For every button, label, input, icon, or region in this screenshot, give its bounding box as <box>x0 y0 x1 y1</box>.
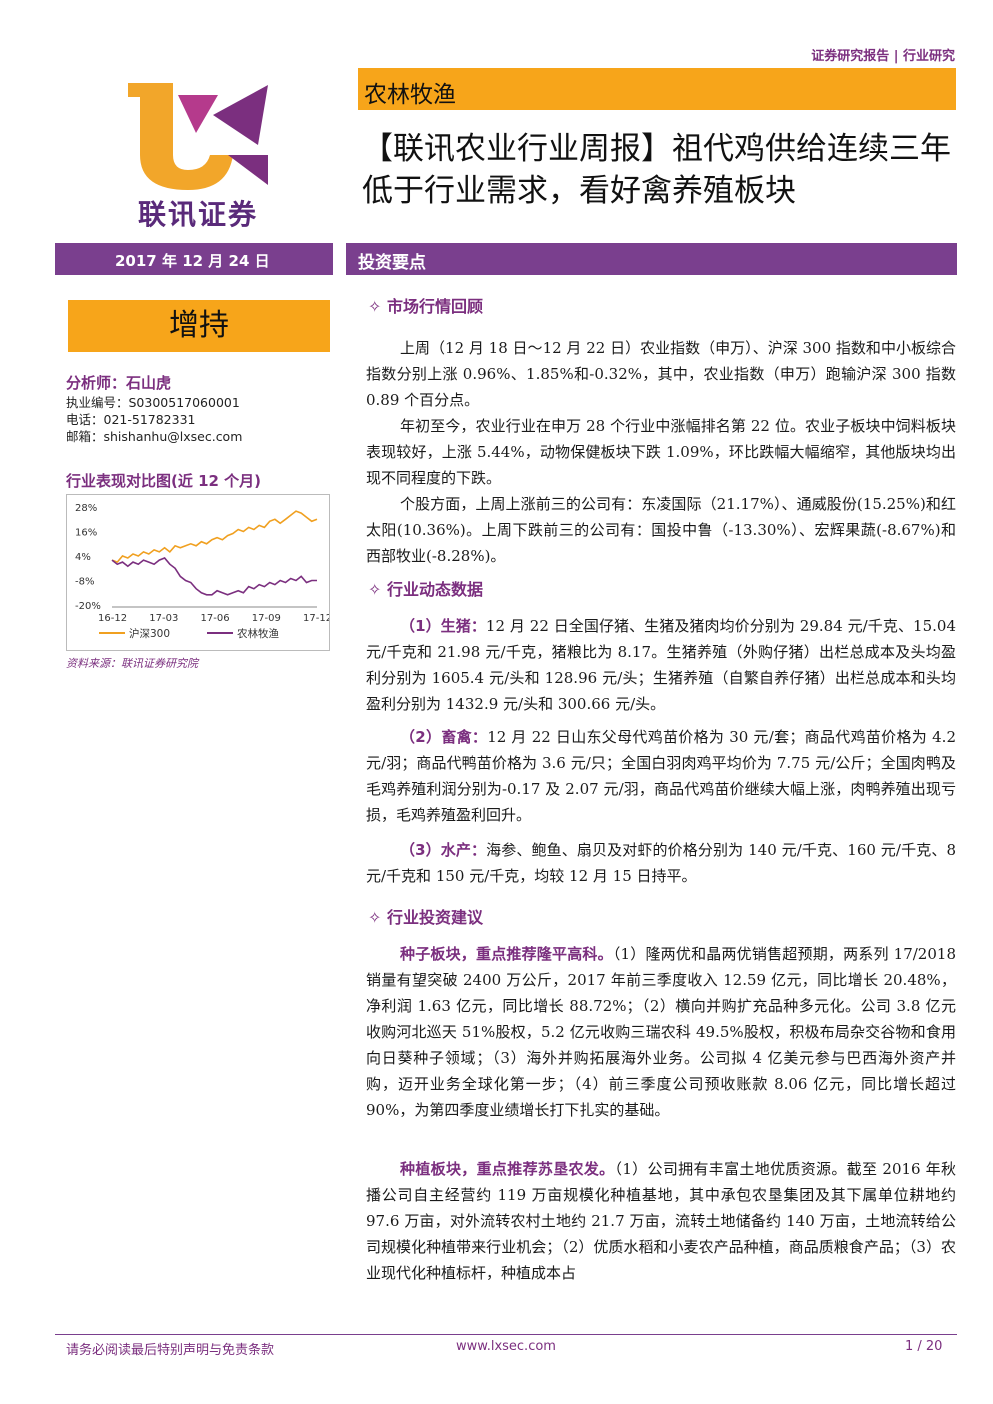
section-market-review: ✧ 市场行情回顾 <box>368 297 483 316</box>
paragraph-market-1: 上周（12 月 18 日～12 月 22 日）农业指数（申万）、沪深 300 指… <box>366 339 956 409</box>
section-investment-advice: ✧ 行业投资建议 <box>368 908 483 927</box>
x-tick-label: 16-12 <box>98 613 127 624</box>
analyst-email: 邮箱：shishanhu@lxsec.com <box>66 429 243 444</box>
y-tick-label: -8% <box>75 577 94 588</box>
paragraph-market-3: 个股方面，上周上涨前三的公司有：东凌国际（21.17%）、通威股份(15.25%… <box>366 495 956 565</box>
legend-label: 农林牧渔 <box>237 627 279 640</box>
footer-divider <box>55 1334 957 1335</box>
footer-disclaimer[interactable]: 请务必阅读最后特别声明与免责条款 <box>66 1343 275 1358</box>
analyst-license: 执业编号：S0300517060001 <box>66 395 240 410</box>
company-logo: 联讯证券 <box>118 75 278 231</box>
text-seed: （1）隆两优和晶两优销售超预期，两系列 17/2018 销量有望突破 2400 … <box>366 945 956 1119</box>
label-poultry: （2）畜禽： <box>400 728 488 746</box>
text-planting: （1）公司拥有丰富土地优质资源。截至 2016 年秋播公司自主经营约 119 万… <box>366 1160 956 1282</box>
legend-label: 沪深300 <box>129 627 170 640</box>
analyst-phone: 电话：021-51782331 <box>66 412 196 427</box>
report-category: 证券研究报告 | 行业研究 <box>811 49 955 64</box>
text-poultry: 12 月 22 日山东父母代鸡苗价格为 30 元/套；商品代鸡苗价格为 4.2 … <box>366 728 956 824</box>
x-tick-label: 17-12 <box>303 613 329 624</box>
report-date: 2017 年 12 月 24 日 <box>115 252 270 270</box>
section-industry-data: ✧ 行业动态数据 <box>368 580 483 599</box>
y-tick-label: 28% <box>75 503 97 514</box>
date-banner: 2017 年 12 月 24 日 <box>55 243 333 275</box>
paragraph-planting: 种植板块，重点推荐苏垦农发。（1）公司拥有丰富土地优质资源。截至 2016 年秋… <box>366 1156 956 1286</box>
y-tick-label: -20% <box>75 601 101 612</box>
rating-badge: 增持 <box>68 300 330 352</box>
x-tick-label: 17-09 <box>252 613 281 624</box>
paragraph-hog: （1）生猪：12 月 22 日全国仔猪、生猪及猪肉均价分别为 29.84 元/千… <box>366 613 956 717</box>
paragraph-aquatic: （3）水产：海参、鲍鱼、扇贝及对虾的价格分别为 140 元/千克、160 元/千… <box>366 837 956 889</box>
logo-text: 联讯证券 <box>137 198 258 231</box>
paragraph-market-2: 年初至今，农业行业在申万 28 个行业中涨幅排名第 22 位。农业子板块中饲料板… <box>366 417 956 487</box>
invest-banner: 投资要点 <box>346 243 957 275</box>
industry-label: 农林牧渔 <box>364 82 456 108</box>
x-tick-label: 17-03 <box>149 613 178 624</box>
series-line-agriculture <box>111 557 317 596</box>
y-tick-label: 4% <box>75 552 91 563</box>
label-aquatic: （3）水产： <box>400 841 487 859</box>
text-hog: 12 月 22 日全国仔猪、生猪及猪肉均价分别为 29.84 元/千克、15.0… <box>366 617 956 713</box>
series-line-hs300 <box>111 510 318 564</box>
paragraph-poultry: （2）畜禽：12 月 22 日山东父母代鸡苗价格为 30 元/套；商品代鸡苗价格… <box>366 724 956 828</box>
x-tick-label: 17-06 <box>201 613 230 624</box>
paragraph-seed: 种子板块，重点推荐隆平高科。（1）隆两优和晶两优销售超预期，两系列 17/201… <box>366 941 956 1123</box>
performance-chart: 28% 16% 4% -8% -20% 16-12 17-03 17-06 17-09 17-12… <box>66 494 332 651</box>
text-aquatic: 海参、鲍鱼、扇贝及对虾的价格分别为 140 元/千克、160 元/千克、8 元/… <box>366 841 956 885</box>
chart-title: 行业表现对比图(近 12 个月) <box>66 472 262 490</box>
chart-source: 资料来源：联讯证券研究院 <box>66 657 198 670</box>
label-hog: （1）生猪： <box>400 617 486 635</box>
report-title: 【联讯农业行业周报】祖代鸡供给连续三年低于行业需求，看好禽养殖板块 <box>362 131 951 209</box>
industry-banner: 农林牧渔 <box>358 68 956 110</box>
invest-title: 投资要点 <box>358 253 426 273</box>
footer-page-number: 1 / 20 <box>905 1339 943 1354</box>
analyst-name: 分析师：石山虎 <box>66 374 172 392</box>
y-tick-label: 16% <box>75 528 97 539</box>
label-seed: 种子板块，重点推荐隆平高科。 <box>400 945 613 963</box>
footer-website[interactable]: www.lxsec.com <box>456 1339 556 1354</box>
label-planting: 种植板块，重点推荐苏垦农发。 <box>400 1160 615 1178</box>
